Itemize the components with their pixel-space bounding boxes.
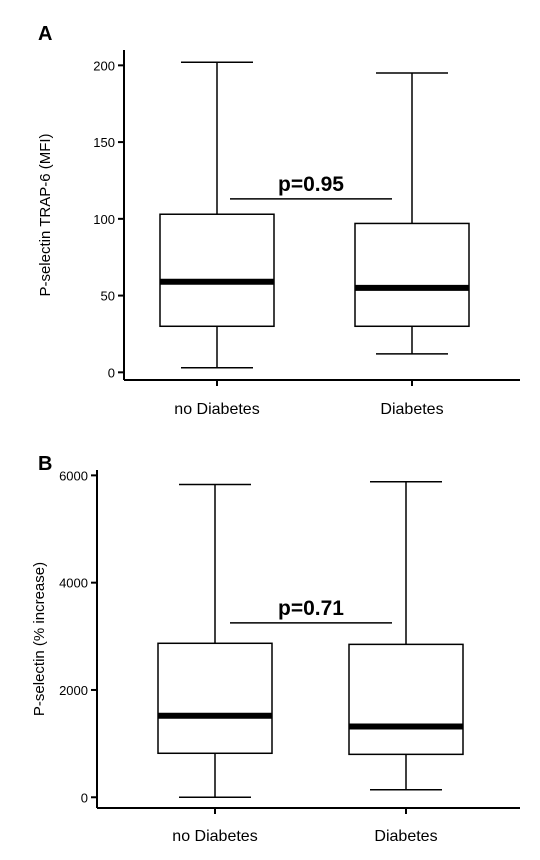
box-diabetes <box>354 72 470 355</box>
y-tick-label: 0 <box>108 365 115 380</box>
panel-a: A 0 50 100 150 200 P-selectin TRAP-6 (MFI) no D… <box>37 23 520 418</box>
p-value-label: p=0.95 <box>278 173 344 196</box>
panel-b: B 0 2000 4000 6000 P-selectin (% increase) no … <box>31 453 520 845</box>
y-tick-label: 2000 <box>59 683 88 698</box>
x-category-label: Diabetes <box>374 828 437 845</box>
box-no-diabetes <box>157 483 273 799</box>
iqr-box <box>159 213 275 328</box>
iqr-box <box>354 222 470 328</box>
iqr-box <box>157 642 273 755</box>
y-tick-label: 150 <box>93 135 115 150</box>
x-category-label: no Diabetes <box>172 828 257 845</box>
y-tick-label: 4000 <box>59 576 88 591</box>
y-tick-label: 50 <box>101 289 115 304</box>
box-no-diabetes <box>159 61 275 369</box>
y-tick-label: 100 <box>93 212 115 227</box>
panel-letter: A <box>38 23 52 45</box>
y-tick-label: 6000 <box>59 468 88 483</box>
panel-letter: B <box>38 453 52 475</box>
y-axis-title: P-selectin TRAP-6 (MFI) <box>37 133 54 296</box>
y-tick-label: 200 <box>93 58 115 73</box>
box-diabetes <box>348 481 464 791</box>
iqr-box <box>348 643 464 756</box>
p-value-label: p=0.71 <box>278 597 344 620</box>
x-category-label: no Diabetes <box>174 401 259 418</box>
y-axis-title: P-selectin (% increase) <box>31 562 48 716</box>
y-tick-label: 0 <box>81 790 88 805</box>
x-category-label: Diabetes <box>380 401 443 418</box>
